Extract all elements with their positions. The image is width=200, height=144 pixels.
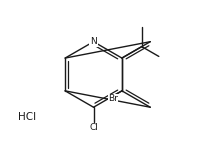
Text: Br: Br (107, 94, 117, 103)
Text: HCl: HCl (18, 112, 36, 122)
Text: N: N (90, 37, 96, 46)
Text: Cl: Cl (89, 123, 97, 132)
